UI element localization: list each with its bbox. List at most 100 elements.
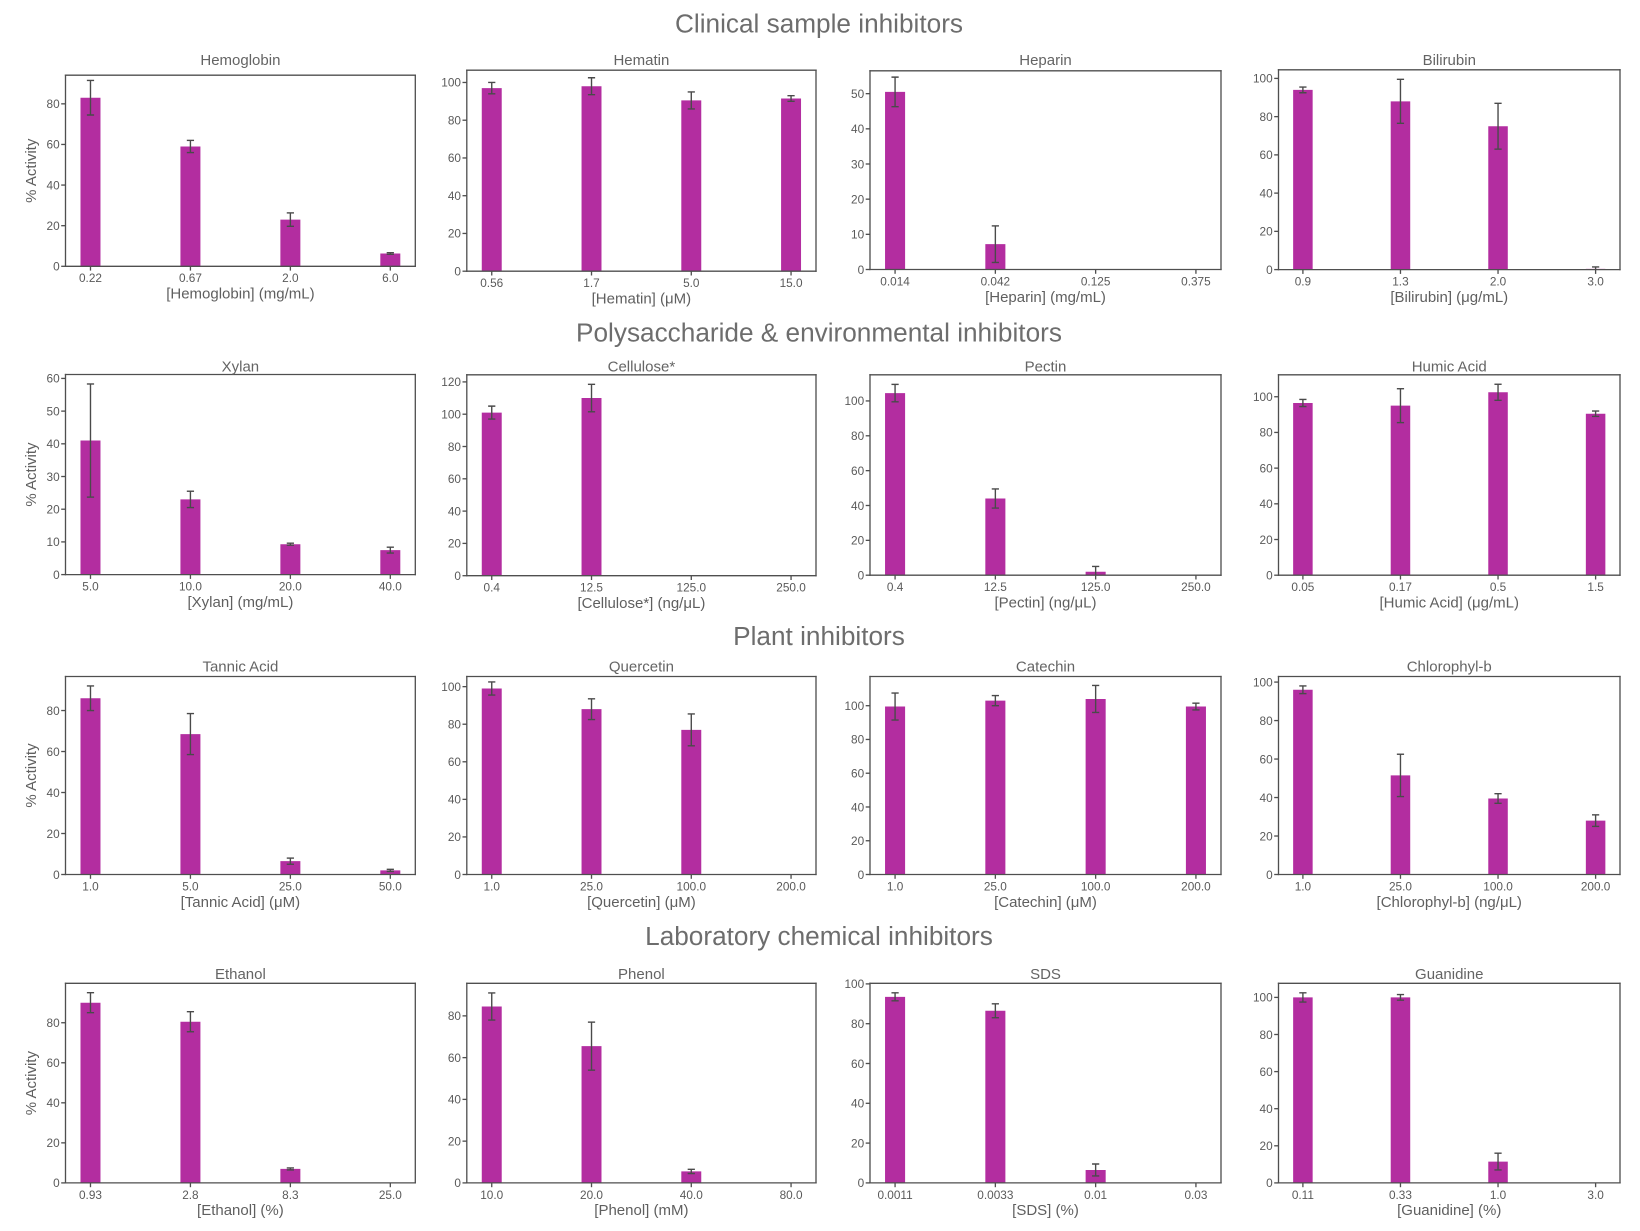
svg-text:25.0: 25.0 bbox=[1389, 879, 1412, 893]
svg-text:0: 0 bbox=[53, 868, 60, 882]
svg-text:Catechin: Catechin bbox=[1016, 659, 1075, 676]
svg-text:100: 100 bbox=[1253, 991, 1273, 1005]
svg-text:100: 100 bbox=[441, 76, 461, 90]
svg-text:1.0: 1.0 bbox=[1490, 1188, 1507, 1202]
svg-text:100: 100 bbox=[441, 680, 461, 694]
svg-text:SDS: SDS bbox=[1030, 966, 1061, 983]
svg-text:0.93: 0.93 bbox=[79, 1188, 102, 1202]
svg-text:60: 60 bbox=[851, 766, 865, 780]
svg-text:80.0: 80.0 bbox=[780, 1188, 803, 1202]
svg-text:10.0: 10.0 bbox=[480, 1188, 503, 1202]
svg-text:Bilirubin: Bilirubin bbox=[1423, 52, 1476, 69]
svg-text:Cellulose*: Cellulose* bbox=[608, 359, 676, 376]
svg-text:Quercetin: Quercetin bbox=[609, 659, 674, 676]
svg-text:50: 50 bbox=[47, 404, 61, 418]
svg-text:2.8: 2.8 bbox=[182, 1188, 199, 1202]
svg-text:200.0: 200.0 bbox=[1581, 879, 1611, 893]
svg-text:80: 80 bbox=[851, 1017, 865, 1031]
svg-text:[Heparin] (mg/mL): [Heparin] (mg/mL) bbox=[985, 289, 1106, 306]
svg-text:80: 80 bbox=[1260, 714, 1274, 728]
svg-text:Laboratory chemical inhibitors: Laboratory chemical inhibitors bbox=[645, 921, 993, 951]
svg-text:40: 40 bbox=[47, 1096, 61, 1110]
svg-text:[Phenol] (mM): [Phenol] (mM) bbox=[594, 1202, 688, 1219]
svg-text:80: 80 bbox=[47, 1016, 61, 1030]
svg-text:0.05: 0.05 bbox=[1291, 580, 1314, 594]
svg-text:0: 0 bbox=[1266, 1176, 1273, 1190]
svg-text:100: 100 bbox=[844, 977, 864, 991]
svg-text:250.0: 250.0 bbox=[776, 581, 806, 595]
svg-text:60: 60 bbox=[448, 755, 462, 769]
svg-text:60: 60 bbox=[1260, 752, 1274, 766]
svg-text:0.5: 0.5 bbox=[1490, 580, 1507, 594]
svg-text:0.375: 0.375 bbox=[1181, 274, 1211, 288]
svg-text:20: 20 bbox=[1260, 829, 1274, 843]
svg-text:0.33: 0.33 bbox=[1389, 1188, 1412, 1202]
svg-text:Chlorophyl-b: Chlorophyl-b bbox=[1407, 659, 1492, 676]
svg-text:0: 0 bbox=[858, 263, 865, 277]
svg-text:40: 40 bbox=[448, 1093, 462, 1107]
svg-text:125.0: 125.0 bbox=[1081, 580, 1111, 594]
svg-text:Humic Acid: Humic Acid bbox=[1412, 359, 1487, 376]
svg-text:[Tannic Acid] (μM): [Tannic Acid] (μM) bbox=[181, 894, 301, 911]
svg-text:[Ethanol] (%): [Ethanol] (%) bbox=[197, 1202, 284, 1219]
svg-text:80: 80 bbox=[47, 704, 61, 718]
svg-text:0: 0 bbox=[454, 264, 461, 278]
svg-text:20: 20 bbox=[1260, 533, 1274, 547]
svg-text:30: 30 bbox=[851, 157, 865, 171]
svg-text:20.0: 20.0 bbox=[279, 580, 302, 594]
svg-text:[Chlorophyl-b] (ng/μL): [Chlorophyl-b] (ng/μL) bbox=[1377, 894, 1522, 911]
svg-text:100: 100 bbox=[844, 699, 864, 713]
svg-text:12.5: 12.5 bbox=[580, 581, 603, 595]
svg-text:15.0: 15.0 bbox=[780, 276, 803, 290]
svg-text:0.0011: 0.0011 bbox=[877, 1188, 912, 1202]
svg-text:20: 20 bbox=[448, 227, 462, 241]
svg-text:25.0: 25.0 bbox=[580, 879, 603, 893]
svg-text:40: 40 bbox=[851, 122, 865, 136]
svg-text:40: 40 bbox=[851, 800, 865, 814]
svg-text:120: 120 bbox=[441, 375, 461, 389]
svg-text:40.0: 40.0 bbox=[680, 1188, 703, 1202]
svg-text:Plant inhibitors: Plant inhibitors bbox=[733, 621, 905, 651]
svg-text:Clinical sample inhibitors: Clinical sample inhibitors bbox=[675, 9, 963, 39]
svg-text:0: 0 bbox=[1266, 868, 1273, 882]
svg-text:80: 80 bbox=[1260, 426, 1274, 440]
svg-text:0.56: 0.56 bbox=[480, 276, 503, 290]
svg-text:0: 0 bbox=[53, 568, 60, 582]
svg-text:0: 0 bbox=[1266, 568, 1273, 582]
svg-text:0: 0 bbox=[454, 1176, 461, 1190]
svg-text:% Activity: % Activity bbox=[23, 138, 40, 203]
svg-text:20: 20 bbox=[448, 537, 462, 551]
svg-text:% Activity: % Activity bbox=[23, 743, 40, 808]
svg-text:Xylan: Xylan bbox=[222, 358, 260, 375]
svg-text:Pectin: Pectin bbox=[1025, 359, 1067, 376]
svg-text:60: 60 bbox=[47, 745, 61, 759]
svg-text:60: 60 bbox=[47, 1056, 61, 1070]
svg-text:0.03: 0.03 bbox=[1184, 1188, 1207, 1202]
svg-text:60: 60 bbox=[851, 464, 865, 478]
svg-text:20: 20 bbox=[47, 219, 61, 233]
svg-text:0.22: 0.22 bbox=[79, 271, 102, 285]
svg-text:[Catechin] (μM): [Catechin] (μM) bbox=[994, 894, 1097, 911]
svg-text:[Quercetin] (μM): [Quercetin] (μM) bbox=[587, 894, 696, 911]
svg-text:25.0: 25.0 bbox=[379, 1188, 402, 1202]
svg-text:60: 60 bbox=[47, 138, 61, 152]
svg-text:40: 40 bbox=[1260, 497, 1274, 511]
svg-text:Phenol: Phenol bbox=[618, 966, 665, 983]
svg-text:60: 60 bbox=[448, 472, 462, 486]
svg-text:Heparin: Heparin bbox=[1019, 52, 1072, 69]
svg-text:2.0: 2.0 bbox=[282, 271, 299, 285]
svg-text:0: 0 bbox=[454, 868, 461, 882]
svg-text:80: 80 bbox=[851, 429, 865, 443]
svg-text:0: 0 bbox=[858, 1176, 865, 1190]
svg-text:10.0: 10.0 bbox=[179, 580, 202, 594]
svg-text:40: 40 bbox=[851, 1097, 865, 1111]
svg-text:80: 80 bbox=[1260, 1028, 1274, 1042]
svg-text:[Humic Acid] (μg/mL): [Humic Acid] (μg/mL) bbox=[1379, 594, 1519, 611]
svg-text:60: 60 bbox=[448, 151, 462, 165]
svg-text:1.0: 1.0 bbox=[887, 879, 904, 893]
svg-text:20: 20 bbox=[448, 830, 462, 844]
svg-text:[Pectin] (ng/μL): [Pectin] (ng/μL) bbox=[994, 594, 1096, 611]
svg-text:60: 60 bbox=[1260, 1065, 1274, 1079]
svg-text:100: 100 bbox=[844, 394, 864, 408]
svg-text:0.01: 0.01 bbox=[1084, 1188, 1107, 1202]
